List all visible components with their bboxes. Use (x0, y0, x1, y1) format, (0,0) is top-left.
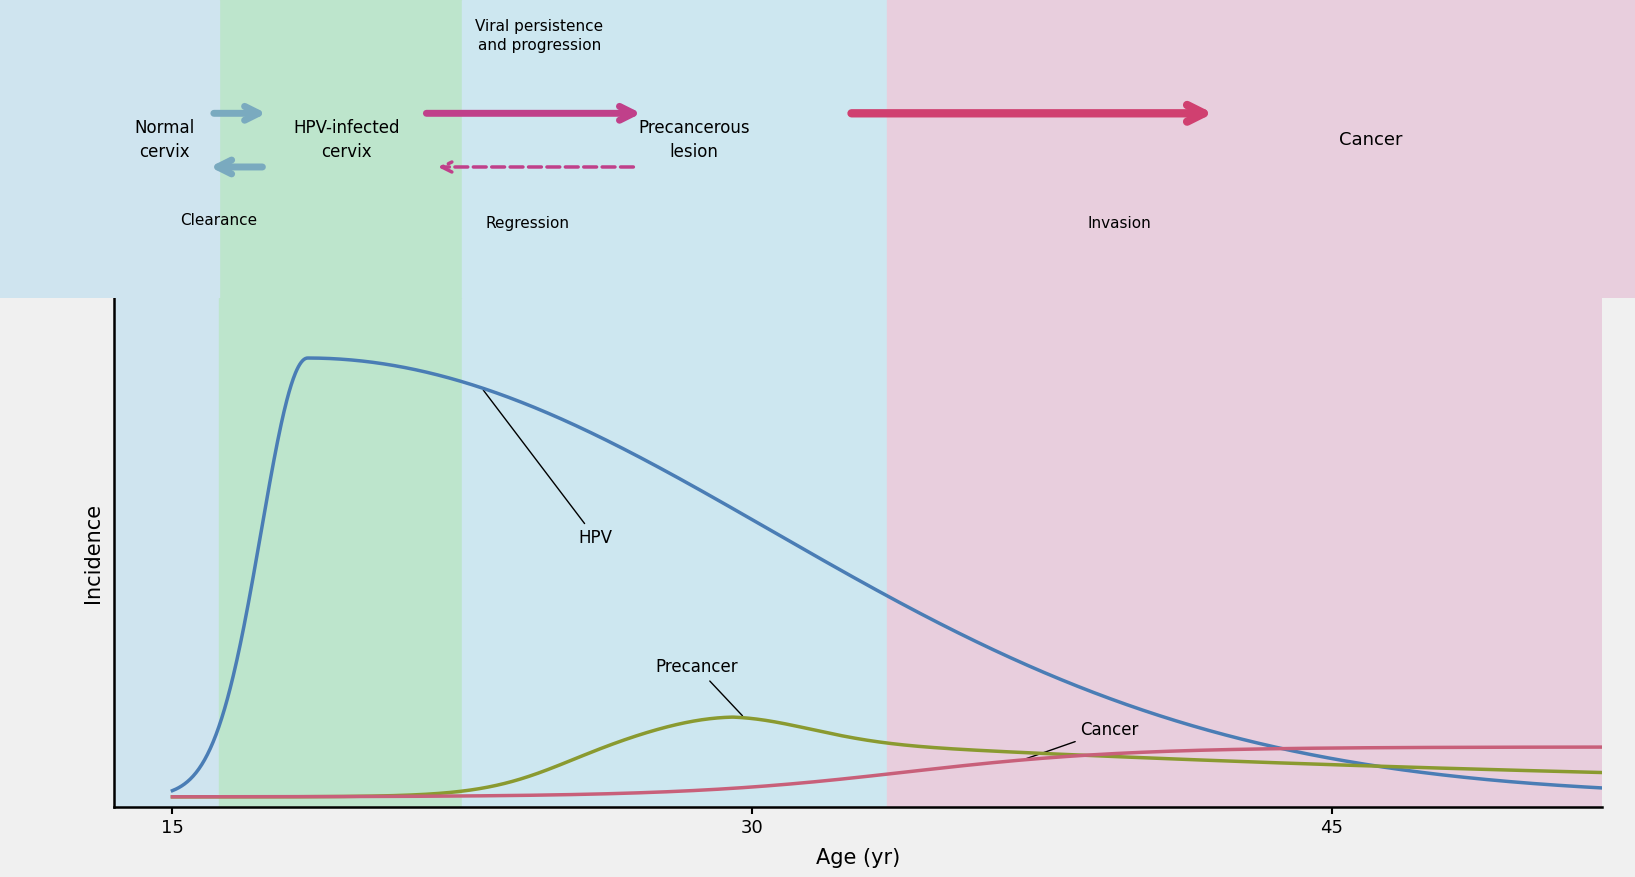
Text: HPV-infected
cervix: HPV-infected cervix (293, 119, 399, 161)
Bar (463, 0, 888, 298)
Text: Precancerous
lesion: Precancerous lesion (638, 119, 750, 161)
Bar (219, 298, 463, 807)
Y-axis label: Incidence: Incidence (83, 503, 103, 602)
Bar (888, 0, 1635, 298)
Text: Cancer: Cancer (1339, 132, 1403, 149)
Bar (463, 298, 888, 807)
Text: Viral persistence
and progression: Viral persistence and progression (476, 19, 603, 53)
Text: HPV: HPV (484, 390, 611, 546)
X-axis label: Age (yr): Age (yr) (816, 848, 901, 867)
Bar (219, 0, 463, 298)
Text: Precancer: Precancer (656, 659, 742, 716)
Bar (888, 298, 1635, 807)
Text: Regression: Regression (486, 216, 571, 232)
Text: Invasion: Invasion (1087, 216, 1151, 232)
Text: Clearance: Clearance (180, 213, 257, 228)
Text: Cancer: Cancer (1025, 721, 1140, 759)
Text: Normal
cervix: Normal cervix (134, 119, 195, 161)
Bar (0, 0, 219, 298)
